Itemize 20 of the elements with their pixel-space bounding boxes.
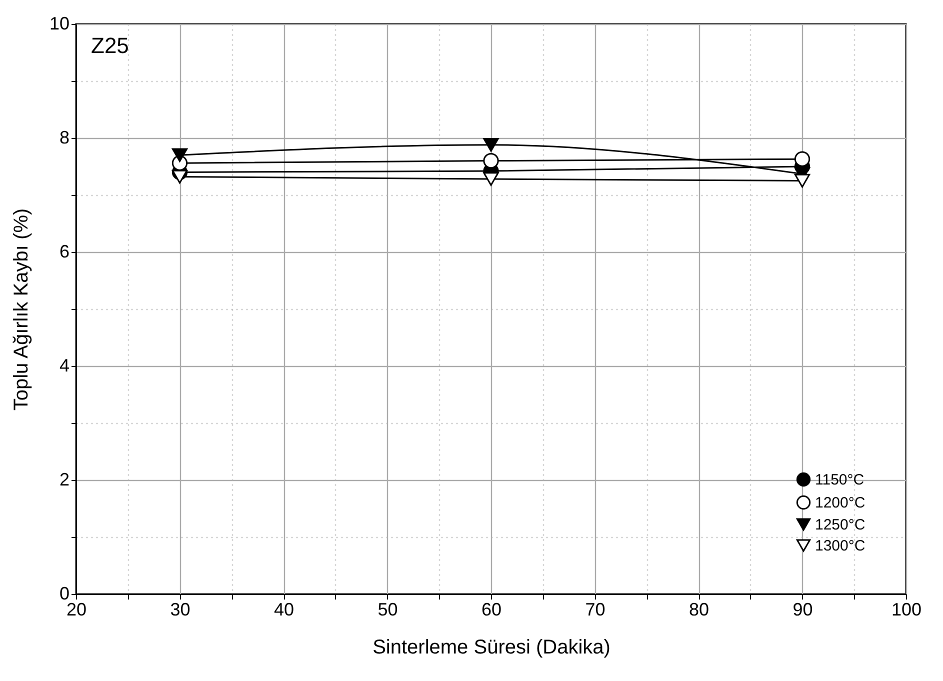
x-tick-label: 80 <box>688 600 710 620</box>
y-tick-label: 2 <box>59 470 70 490</box>
legend-label: 1200°C <box>815 494 866 512</box>
x-tick-label: 40 <box>274 600 294 620</box>
x-tick-label: 50 <box>378 600 398 620</box>
legend-label: 1150°C <box>815 472 864 488</box>
x-tick-label: 100 <box>891 600 922 620</box>
annotation: Z25 <box>91 33 129 58</box>
x-tick-label: 60 <box>481 600 502 620</box>
y-tick-label: 6 <box>59 242 70 262</box>
legend-label: 1250°C <box>815 516 866 534</box>
y-axis-title: Toplu Ağırlık Kaybı (%) <box>10 208 32 411</box>
x-tick-label: 90 <box>792 600 813 620</box>
legend-label: 1300°C <box>815 538 866 554</box>
x-tick-label: 70 <box>585 600 606 620</box>
y-tick-label: 10 <box>49 14 70 34</box>
y-tick-label: 4 <box>59 356 70 376</box>
y-tick-label: 8 <box>59 128 70 148</box>
x-axis-title: Sinterleme Süresi (Dakika) <box>372 636 610 658</box>
x-tick-label: 30 <box>170 600 190 620</box>
